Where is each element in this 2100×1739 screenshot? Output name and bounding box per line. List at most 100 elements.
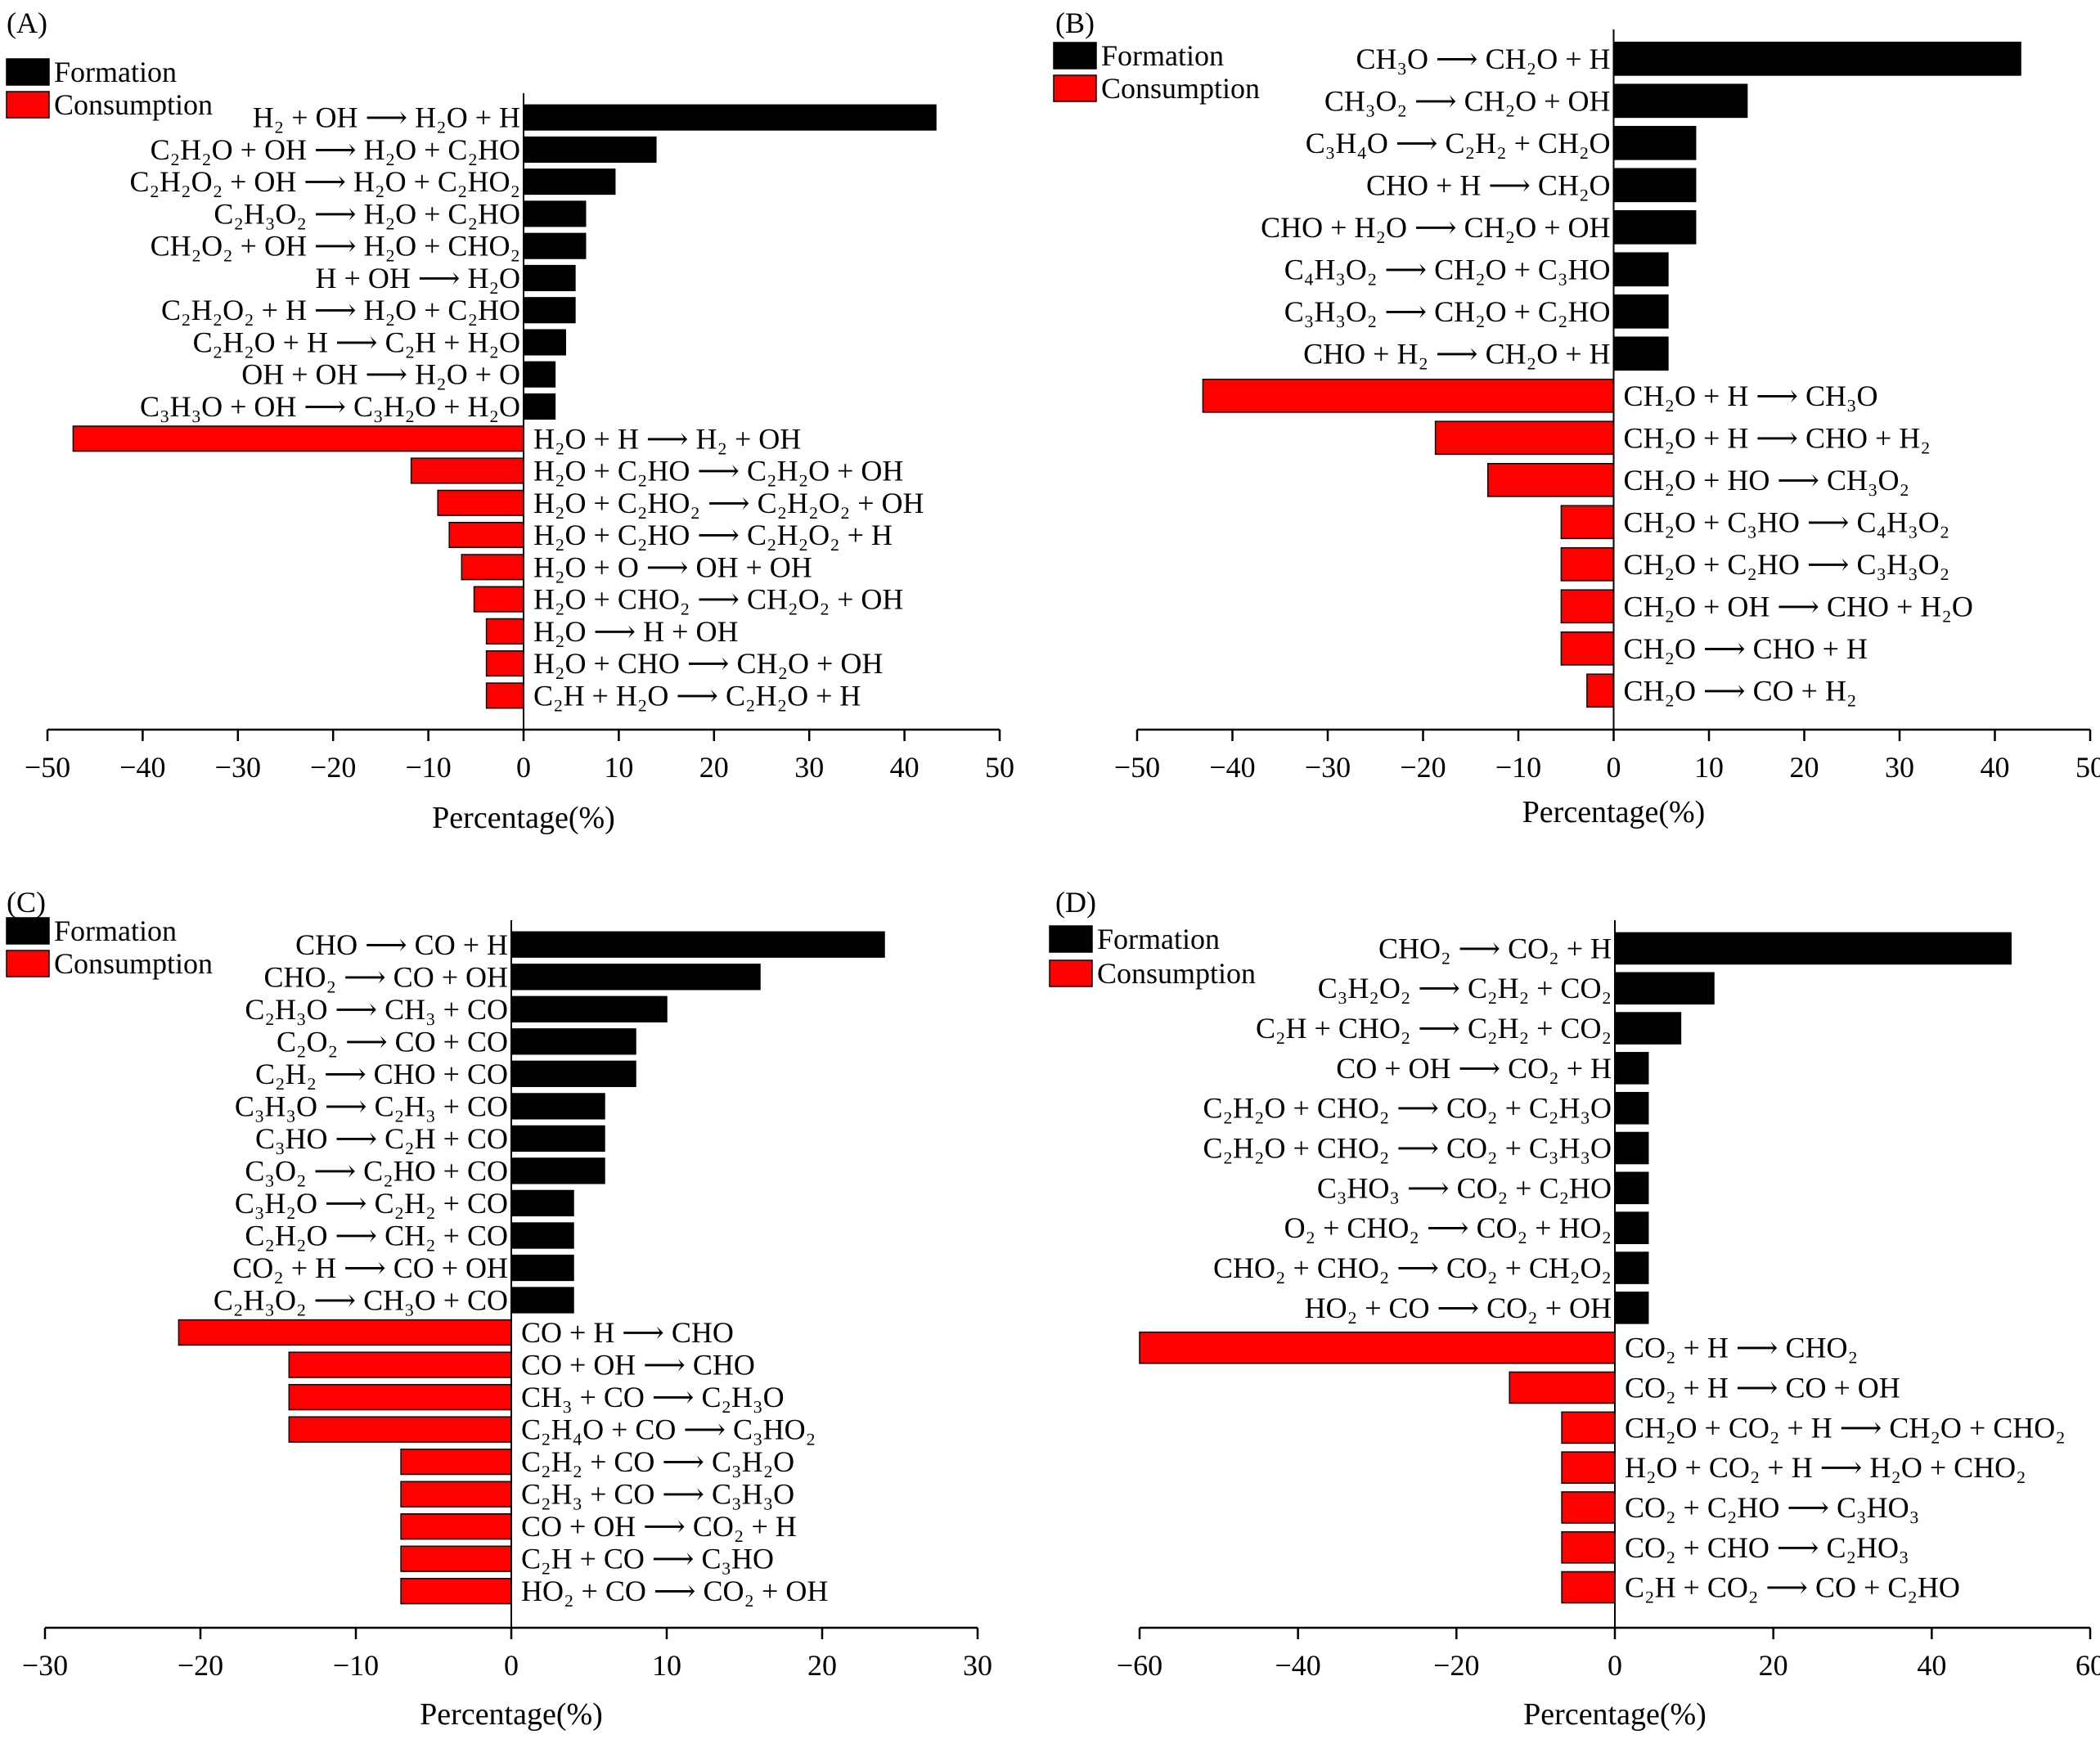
consumption-bar (485, 618, 524, 645)
reaction-label: CH₂O ⟶ CHO + H (1624, 632, 1868, 665)
formation-bar (1614, 1012, 1682, 1045)
consumption-bar (400, 1578, 512, 1605)
x-tick-label: −40 (119, 751, 165, 784)
formation-bar (1612, 294, 1669, 329)
reaction-label: C₂H₂O + H ⟶ C₂H + H₂O (193, 326, 520, 359)
x-axis-title: Percentage(%) (432, 801, 615, 835)
legend-label-consumption: Consumption (54, 88, 213, 121)
reaction-label: H₂O ⟶ H + OH (533, 615, 738, 648)
x-tick-label: 0 (1607, 751, 1621, 784)
reaction-label: C₃HO ⟶ C₂H + CO (255, 1122, 508, 1155)
consumption-bar (1202, 378, 1615, 413)
consumption-bar (1560, 589, 1615, 624)
formation-bar (510, 1093, 605, 1120)
reaction-label: CH₂O + CO₂ + H ⟶ CH₂O + CHO₂ (1625, 1411, 2066, 1444)
x-tick-label: 30 (1885, 751, 1914, 784)
panel-label: (A) (7, 7, 47, 39)
formation-bar (523, 361, 556, 388)
consumption-bar (400, 1481, 512, 1508)
legend-swatch-consumption (6, 950, 50, 977)
reaction-label: HO₂ + CO ⟶ CO₂ + OH (1305, 1292, 1612, 1324)
formation-bar (510, 1028, 636, 1055)
consumption-bar (473, 586, 524, 613)
reaction-label: C₃HO₃ ⟶ CO₂ + C₂HO (1317, 1171, 1612, 1204)
reaction-label: C₂H₂O₂ + OH ⟶ H₂O + C₂HO₂ (129, 165, 520, 198)
legend-swatch-consumption (1049, 959, 1093, 987)
x-tick-label: −40 (1209, 751, 1255, 784)
reaction-label: CO + OH ⟶ CO₂ + H (521, 1510, 797, 1543)
reaction-label: C₂H + H₂O ⟶ C₂H₂O + H (533, 679, 861, 712)
chart-panel-4: (D) CHO₂ ⟶ CO₂ + H C₃H₂O₂ ⟶ C₂H₂ + CO₂ C₂H … (1049, 886, 2100, 1732)
reaction-label: CH₂O + C₂HO ⟶ C₃H₃O₂ (1624, 548, 1950, 581)
legend-swatch-formation (1053, 42, 1097, 70)
reaction-label: CH₂O + HO ⟶ CH₃O₂ (1624, 464, 1910, 497)
panel-label: (D) (1055, 886, 1096, 919)
x-tick-label: 40 (1917, 1649, 1946, 1682)
x-tick-label: 50 (985, 751, 1014, 784)
reaction-label: C₃H₄O ⟶ C₂H₂ + CH₂O (1306, 127, 1611, 160)
x-tick-label: −50 (25, 751, 70, 784)
x-tick-label: 50 (2075, 751, 2100, 784)
x-tick-label: 10 (1694, 751, 1724, 784)
chart-panel-2: (B) CH₃O ⟶ CH₂O + H CH₃O₂ ⟶ CH₂O + OH C₃H₄O… (1053, 7, 2100, 829)
formation-bar (1614, 1131, 1649, 1165)
consumption-bar (1560, 631, 1615, 666)
formation-bar (1612, 125, 1697, 160)
x-tick-label: 60 (2075, 1649, 2100, 1682)
x-tick-label: −10 (333, 1649, 379, 1682)
consumption-bar (1561, 1451, 1616, 1484)
reaction-label: CO₂ + C₂HO ⟶ C₃HO₃ (1625, 1491, 1919, 1524)
reaction-label: H + OH ⟶ H₂O (316, 262, 520, 294)
reaction-label: C₃H₂O ⟶ C₂H₂ + CO (235, 1187, 508, 1220)
legend-label-formation: Formation (54, 914, 177, 947)
x-tick-label: 40 (1981, 751, 2010, 784)
x-tick-label: 30 (794, 751, 824, 784)
x-tick-label: 10 (604, 751, 633, 784)
x-tick-label: 0 (516, 751, 531, 784)
legend-label-formation: Formation (1101, 39, 1224, 72)
formation-bar (523, 264, 576, 291)
consumption-bar (485, 682, 524, 709)
x-tick-label: −30 (215, 751, 261, 784)
formation-bar (510, 964, 761, 991)
consumption-bar (288, 1383, 512, 1411)
reaction-label: C₂H₃O ⟶ CH₃ + CO (245, 993, 508, 1026)
reaction-label: C₂H₂O₂ + H ⟶ H₂O + C₂HO (161, 294, 520, 326)
reaction-label: CO₂ + CHO ⟶ C₂HO₃ (1625, 1531, 1909, 1564)
formation-bar (1612, 168, 1697, 203)
formation-bar (1614, 1251, 1649, 1284)
reaction-label: CH₂O ⟶ CO + H₂ (1624, 674, 1857, 707)
consumption-bar (1561, 1530, 1616, 1564)
reaction-label: C₂H + CO₂ ⟶ CO + C₂HO (1625, 1571, 1960, 1604)
consumption-bar (1561, 1491, 1616, 1524)
x-axis-title: Percentage(%) (1522, 795, 1706, 829)
x-axis-title: Percentage(%) (1523, 1697, 1707, 1732)
reaction-label: H₂O + C₂HO₂ ⟶ C₂H₂O₂ + OH (533, 487, 924, 519)
reaction-label: O₂ + CHO₂ ⟶ CO₂ + HO₂ (1284, 1211, 1612, 1244)
reaction-label: H₂O + C₂HO ⟶ C₂H₂O + OH (533, 455, 903, 488)
x-tick-label: −40 (1275, 1649, 1321, 1682)
legend-swatch-formation (6, 917, 50, 945)
formation-bar (510, 995, 668, 1022)
formation-bar (523, 297, 576, 324)
formation-bar (523, 200, 587, 227)
legend-swatch-consumption (6, 91, 50, 119)
legend-swatch-formation (6, 58, 50, 86)
formation-bar (510, 1189, 574, 1217)
formation-bar (1614, 1091, 1649, 1125)
x-tick-label: 40 (890, 751, 920, 784)
reaction-label: HO₂ + CO ⟶ CO₂ + OH (521, 1575, 828, 1607)
x-tick-label: −20 (310, 751, 356, 784)
panel-label: (B) (1055, 7, 1095, 39)
legend-label-formation: Formation (1097, 923, 1220, 955)
reaction-label: CO + H ⟶ CHO (521, 1316, 734, 1349)
panel-label: (C) (7, 886, 46, 919)
reaction-label: CHO + H ⟶ CH₂O (1366, 169, 1610, 201)
consumption-bar (178, 1319, 512, 1346)
reaction-label: CO + OH ⟶ CO₂ + H (1336, 1052, 1612, 1085)
reaction-label: H₂O + CHO₂ ⟶ CH₂O₂ + OH (533, 583, 903, 616)
x-tick-label: 20 (807, 1649, 837, 1682)
reaction-label: C₄H₃O₂ ⟶ CH₂O + C₃HO (1284, 253, 1611, 285)
